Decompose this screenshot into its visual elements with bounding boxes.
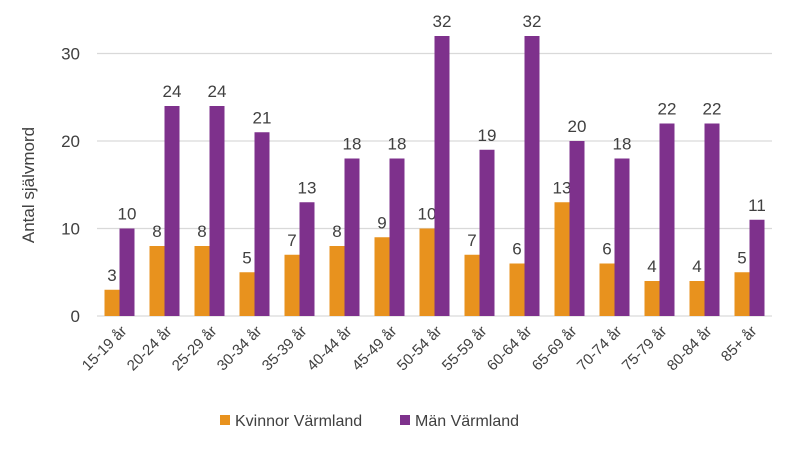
legend-swatch (400, 415, 410, 425)
bar-man (479, 149, 495, 316)
bar-kvinnor (464, 254, 480, 316)
data-label: 11 (748, 196, 766, 215)
data-label: 6 (512, 240, 521, 259)
data-label: 21 (253, 108, 272, 127)
bar-kvinnor (104, 289, 120, 316)
data-label: 8 (197, 222, 206, 241)
data-label: 13 (298, 178, 317, 197)
data-label: 4 (647, 257, 656, 276)
bar-man (569, 141, 585, 316)
data-label: 6 (602, 240, 611, 259)
y-tick-label: 0 (71, 307, 80, 326)
legend-label: Kvinnor Värmland (235, 413, 362, 430)
x-tick-label: 35-39 år (259, 323, 311, 375)
data-label: 32 (523, 12, 542, 31)
bar-kvinnor (284, 254, 300, 316)
bar-kvinnor (149, 246, 165, 316)
bar-man (614, 158, 630, 316)
bars: 3 10 8 24 8 24 5 21 7 13 8 18 9 18 10 32 7 19 6 32 13 20 6 18 4 2… (104, 12, 766, 316)
x-tick-label: 20-24 år (124, 323, 176, 375)
bar-kvinnor (239, 272, 255, 316)
data-label: 9 (377, 213, 386, 232)
data-label: 22 (658, 100, 677, 119)
x-tick-label: 50-54 år (394, 323, 446, 375)
data-label: 32 (433, 12, 452, 31)
x-tick-label: 80-84 år (664, 323, 716, 375)
legend: Kvinnor Värmland Män Värmland (220, 413, 519, 430)
data-label: 4 (692, 257, 701, 276)
bar-kvinnor (734, 272, 750, 316)
data-label: 18 (343, 135, 362, 154)
data-label: 24 (163, 82, 182, 101)
bar-man (119, 228, 135, 316)
data-label: 18 (613, 135, 632, 154)
bar-kvinnor (689, 281, 705, 316)
bar-kvinnor (554, 202, 570, 316)
bar-man (344, 158, 360, 316)
bar-kvinnor (374, 237, 390, 316)
data-label: 22 (703, 100, 722, 119)
bar-man (749, 219, 765, 316)
data-label: 10 (118, 205, 137, 224)
y-tick-label: 20 (61, 132, 80, 151)
legend-swatch (220, 415, 230, 425)
y-tick-label: 30 (61, 45, 80, 64)
bar-kvinnor (599, 263, 615, 316)
x-tick-label: 25-29 år (169, 323, 221, 375)
x-tick-label: 75-79 år (619, 323, 671, 375)
y-tick-label: 10 (61, 220, 80, 239)
bar-man (704, 123, 720, 316)
y-axis-label: Antal självmord (19, 127, 38, 243)
bar-kvinnor (509, 263, 525, 316)
data-label: 7 (287, 231, 296, 250)
data-label: 8 (152, 222, 161, 241)
bar-man (524, 36, 540, 316)
data-label: 3 (107, 266, 116, 285)
x-tick-label: 55-59 år (439, 323, 491, 375)
data-label: 24 (208, 82, 227, 101)
x-tick-label: 65-69 år (529, 323, 581, 375)
bar-man (299, 202, 315, 316)
y-axis-ticks: 0 10 20 30 (61, 45, 80, 327)
data-label: 19 (478, 126, 497, 145)
bar-kvinnor (419, 228, 435, 316)
bar-kvinnor (644, 281, 660, 316)
bar-man (659, 123, 675, 316)
bar-man (254, 132, 270, 316)
data-label: 7 (467, 231, 476, 250)
bar-man (209, 106, 225, 316)
x-tick-label: 15-19 år (79, 323, 131, 375)
legend-label: Män Värmland (415, 413, 519, 430)
x-tick-label: 85+ år (718, 323, 760, 365)
x-tick-label: 60-64 år (484, 323, 536, 375)
data-label: 5 (242, 248, 251, 267)
data-label: 20 (568, 117, 587, 136)
data-label: 13 (553, 178, 572, 197)
data-label: 5 (737, 248, 746, 267)
bar-man (164, 106, 180, 316)
x-tick-label: 70-74 år (574, 323, 626, 375)
bar-kvinnor (194, 246, 210, 316)
data-label: 10 (418, 205, 437, 224)
bar-kvinnor (329, 246, 345, 316)
data-label: 18 (388, 135, 407, 154)
bar-man (434, 36, 450, 316)
x-tick-label: 45-49 år (349, 323, 401, 375)
bar-man (389, 158, 405, 316)
x-tick-label: 30-34 år (214, 323, 266, 375)
data-label: 8 (332, 222, 341, 241)
x-tick-label: 40-44 år (304, 323, 356, 375)
